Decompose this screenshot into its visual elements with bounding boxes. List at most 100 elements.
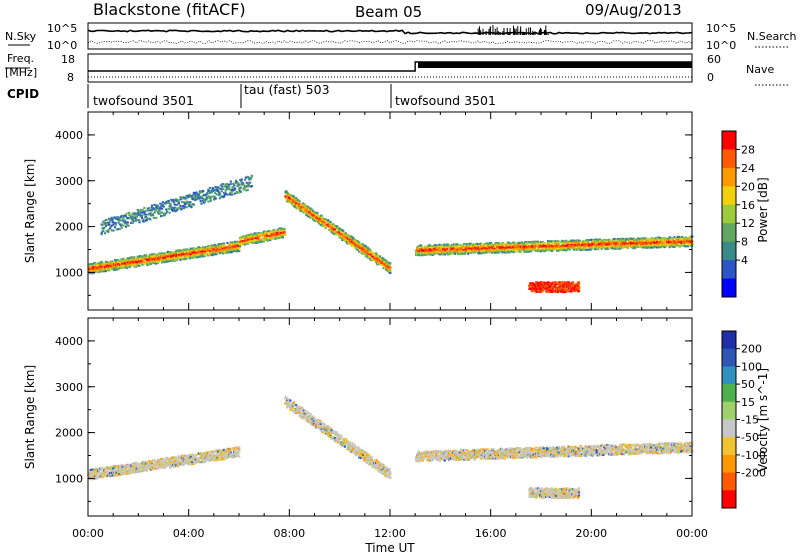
echo-mark bbox=[155, 217, 157, 219]
echo-mark bbox=[193, 204, 195, 206]
echo-mark bbox=[108, 222, 110, 224]
echo-mark bbox=[558, 244, 560, 246]
echo-mark bbox=[239, 245, 241, 247]
echo-mark bbox=[238, 250, 240, 252]
echo-mark bbox=[681, 236, 683, 238]
echo-mark bbox=[115, 222, 117, 224]
echo-mark bbox=[165, 208, 167, 210]
echo-mark bbox=[102, 230, 104, 232]
echo-mark bbox=[385, 259, 387, 261]
echo-mark bbox=[163, 206, 165, 208]
freq-tick-bottom: 8 bbox=[67, 71, 74, 84]
echo-mark bbox=[148, 207, 150, 209]
noise-tick-right-top: 10^5 bbox=[706, 22, 736, 35]
echo-mark bbox=[122, 225, 124, 227]
echo-mark bbox=[466, 246, 468, 248]
echo-mark bbox=[112, 229, 114, 231]
echo-mark bbox=[125, 226, 127, 228]
echo-mark bbox=[342, 230, 344, 232]
echo-mark bbox=[169, 203, 171, 205]
echo-mark bbox=[160, 215, 162, 217]
nave-tick-bottom: 0 bbox=[707, 71, 714, 84]
nsky-label: N.Sky bbox=[5, 30, 37, 43]
echo-mark bbox=[563, 243, 565, 245]
echo-mark bbox=[508, 242, 510, 244]
cpid-segment-2: tau (fast) 503 bbox=[244, 82, 330, 97]
echo-mark bbox=[208, 190, 210, 192]
echo-mark bbox=[632, 244, 634, 246]
echo-mark bbox=[178, 203, 180, 205]
echo-mark bbox=[111, 218, 113, 220]
echo-mark bbox=[103, 227, 105, 229]
echo-mark bbox=[152, 214, 154, 216]
echo-mark bbox=[179, 205, 181, 207]
echo-mark bbox=[272, 238, 274, 240]
echo-mark bbox=[209, 187, 211, 189]
echo-mark bbox=[669, 236, 671, 238]
echo-mark bbox=[199, 190, 201, 192]
echo-mark bbox=[174, 207, 176, 209]
echo-mark bbox=[578, 243, 580, 245]
echo-mark bbox=[173, 200, 175, 202]
station-title: Blackstone (fitACF) bbox=[93, 0, 246, 19]
echo-mark bbox=[202, 190, 204, 192]
beam-title: Beam 05 bbox=[355, 3, 422, 21]
echo-mark bbox=[114, 226, 116, 228]
echo-mark bbox=[537, 241, 539, 243]
echo-mark bbox=[206, 193, 208, 195]
echo-mark bbox=[176, 209, 178, 211]
echo-mark bbox=[190, 201, 192, 203]
echo-mark bbox=[128, 212, 130, 214]
echo-mark bbox=[162, 201, 164, 203]
echo-mark bbox=[141, 215, 143, 217]
noise-panel bbox=[88, 23, 692, 49]
echo-mark bbox=[127, 225, 129, 227]
echo-mark bbox=[115, 224, 117, 226]
cpid-label: CPID bbox=[7, 87, 39, 101]
echo-mark bbox=[135, 218, 137, 220]
cpid-segment-3: twofsound 3501 bbox=[395, 93, 496, 108]
nsearch-trace bbox=[88, 41, 692, 44]
echo-mark bbox=[138, 219, 140, 221]
echo-mark bbox=[312, 210, 314, 212]
echo-mark bbox=[572, 283, 574, 285]
echo-mark bbox=[544, 243, 546, 245]
echo-mark bbox=[185, 206, 187, 208]
echo-mark bbox=[622, 238, 624, 240]
nsearch-label: N.Search bbox=[747, 30, 797, 43]
echo-mark bbox=[388, 264, 390, 266]
echo-mark bbox=[132, 220, 134, 222]
echo-mark bbox=[199, 192, 201, 194]
echo-mark bbox=[145, 255, 147, 257]
echo-mark bbox=[183, 207, 185, 209]
echo-mark bbox=[295, 197, 297, 199]
echo-mark bbox=[132, 222, 134, 224]
echo-mark bbox=[108, 224, 110, 226]
echo-mark bbox=[292, 201, 294, 203]
echo-mark bbox=[210, 198, 212, 200]
echo-mark bbox=[162, 204, 164, 206]
noise-tick-left-bottom: 10^0 bbox=[47, 39, 77, 52]
echo-mark bbox=[145, 214, 147, 216]
freq-tick-top: 18 bbox=[61, 53, 75, 66]
echo-mark bbox=[320, 215, 322, 217]
echo-mark bbox=[578, 286, 580, 288]
echo-mark bbox=[282, 237, 284, 239]
echo-mark bbox=[106, 219, 108, 221]
echo-mark bbox=[166, 211, 168, 213]
echo-mark bbox=[104, 232, 106, 234]
echo-mark bbox=[389, 262, 391, 264]
echo-mark bbox=[138, 265, 140, 267]
echo-mark bbox=[161, 208, 163, 210]
echo-mark bbox=[595, 248, 597, 250]
echo-mark bbox=[202, 198, 204, 200]
echo-mark bbox=[210, 200, 212, 202]
echo-mark bbox=[169, 212, 171, 214]
echo-mark bbox=[389, 268, 391, 270]
echo-mark bbox=[168, 200, 170, 202]
echo-mark bbox=[555, 281, 557, 283]
cpid-segment-1: twofsound 3501 bbox=[93, 93, 194, 108]
echo-mark bbox=[138, 221, 140, 223]
nsky-trace bbox=[88, 30, 692, 33]
